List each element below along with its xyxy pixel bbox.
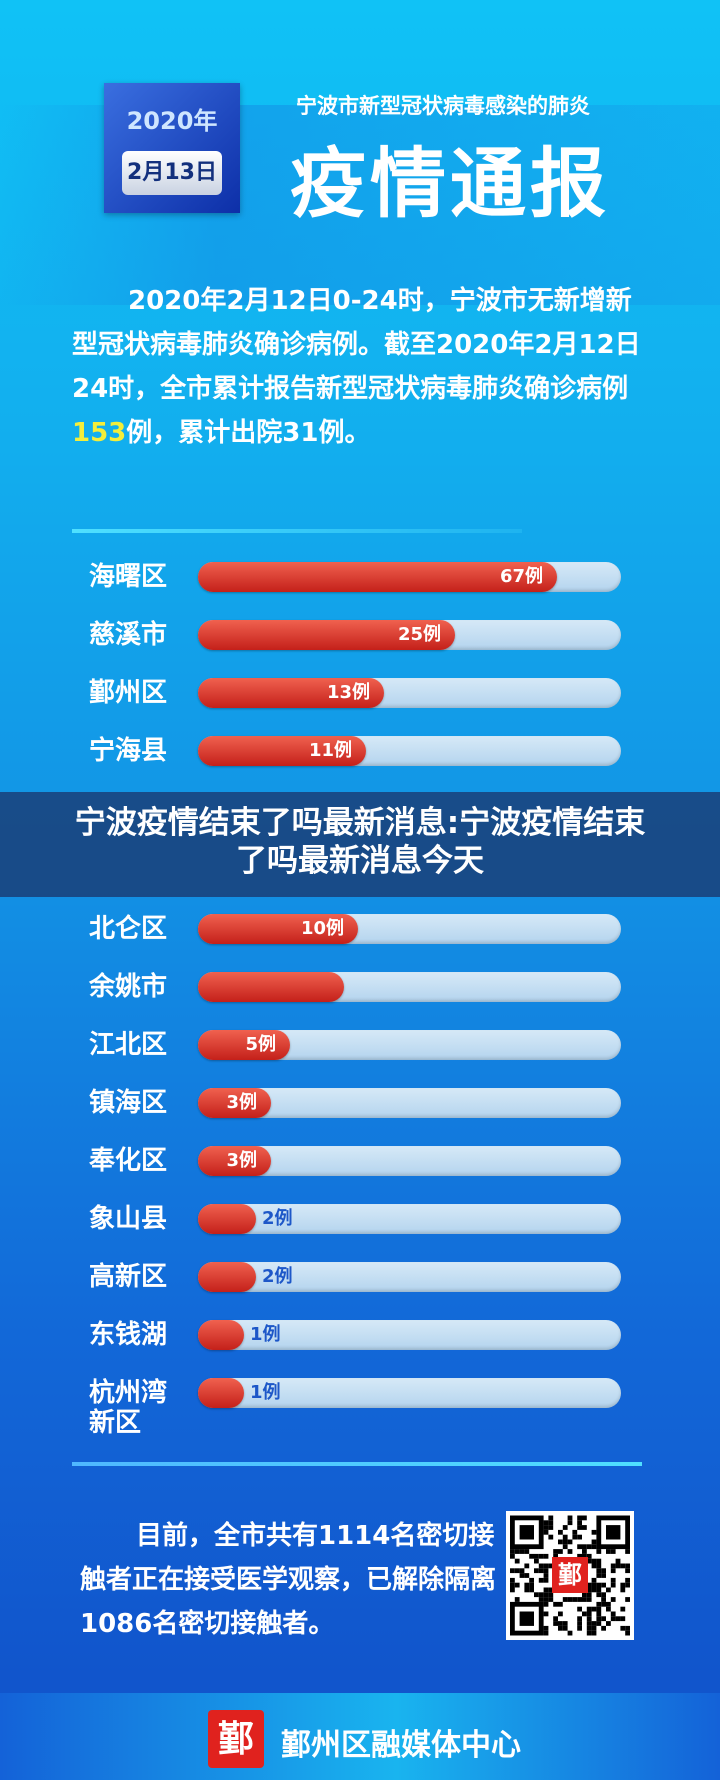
bar-value: 1例 [250,1382,281,1403]
org-name: 鄞州区融媒体中心 [281,1728,521,1763]
bar-value: 2例 [262,1208,293,1229]
page-title: 疫情通报 [290,139,610,228]
district-name: 奉化区 [89,1146,168,1176]
headline-overlay: 宁波疫情结束了吗最新消息:宁波疫情结束了吗最新消息今天 [0,792,720,897]
headline: 宁波疫情结束了吗最新消息:宁波疫情结束了吗最新消息今天 [74,805,646,879]
district-row: 镇海区 3例 [0,1088,720,1128]
bar-track: 13例 [198,678,621,708]
district-name: 高新区 [89,1262,168,1292]
bar-fill [198,1378,244,1408]
bar-fill [198,1262,256,1292]
district-name: 镇海区 [89,1088,168,1118]
bar-fill [198,620,455,650]
bar-value: 67例 [499,566,543,587]
bar-fill [198,1320,244,1350]
district-row: 高新区 2例 [0,1262,720,1302]
bar-track: 2例 [198,1204,621,1234]
district-row: 宁海县 11例 [0,736,720,776]
bar-track: 67例 [198,562,621,592]
bar-fill [198,1030,290,1060]
bar-fill [198,972,345,1002]
district-row: 象山县 2例 [0,1204,720,1244]
district-name: 象山县 [89,1204,168,1234]
district-row: 余姚市 [0,972,720,1012]
bar-track [198,972,621,1002]
district-name: 海曙区 [89,562,168,592]
contacts-paragraph: 目前，全市共有1114名密切接触者正在接受医学观察，已解除隔离1086名密切接触… [80,1521,497,1639]
bar-fill [198,736,366,766]
bar-value: 2例 [262,1266,293,1287]
district-name: 北仑区 [89,914,168,944]
bar-value: 13例 [326,682,370,703]
district-row: 鄞州区 13例 [0,678,720,718]
bar-value: 3例 [226,1150,257,1171]
district-name: 宁海县 [89,736,168,766]
bar-value: 1例 [250,1324,281,1345]
bar-fill [198,1204,256,1234]
district-row: 江北区 5例 [0,1030,720,1070]
subtitle: 宁波市新型冠状病毒感染的肺炎 [296,94,590,118]
date: 2月13日 [122,151,222,195]
bar-value: 11例 [308,740,352,761]
bar-track: 25例 [198,620,621,650]
summary-paragraph: 2020年2月12日0-24时，宁波市无新增新型冠状病毒肺炎确诊病例。截至202… [72,279,652,455]
summary-text: 2020年2月12日0-24时，宁波市无新增新型冠状病毒肺炎确诊病例。截至202… [72,286,641,404]
qr-pattern [509,1515,630,1636]
bar-track: 2例 [198,1262,621,1292]
district-name: 慈溪市 [89,620,168,650]
qr-code[interactable]: 鄞 [506,1511,634,1640]
bar-fill [198,1146,271,1176]
bar-track: 3例 [198,1146,621,1176]
bar-fill [198,678,384,708]
district-row: 慈溪市 25例 [0,620,720,660]
district-row: 北仑区 10例 [0,914,720,954]
footer: 鄞 鄞州区融媒体中心 [0,1693,720,1780]
district-name: 东钱湖 [89,1320,168,1350]
summary-text-end: 例，累计出院31例。 [126,418,371,448]
bar-fill [198,562,557,592]
qr-logo: 鄞 [552,1557,588,1593]
district-name: 余姚市 [89,972,168,1002]
district-name: 鄞州区 [89,678,168,708]
bar-value: 5例 [245,1034,276,1055]
bar-track: 11例 [198,736,621,766]
district-row: 东钱湖 1例 [0,1320,720,1360]
bar-fill [198,914,358,944]
date-badge: 2020年 2月13日 [104,83,240,213]
divider [72,529,522,533]
bar-value: 25例 [397,624,441,645]
bar-track: 1例 [198,1378,621,1408]
media-logo: 鄞 [208,1710,264,1768]
district-row: 奉化区 3例 [0,1146,720,1186]
bar-track: 5例 [198,1030,621,1060]
bar-value: 10例 [300,918,344,939]
divider [72,1462,642,1466]
district-name: 杭州湾新区 [89,1378,168,1438]
district-row: 海曙区 67例 [0,562,720,602]
bar-track: 1例 [198,1320,621,1350]
total-cases: 153 [72,418,127,448]
year: 2020年 [126,107,218,135]
bar-fill [198,1088,271,1118]
bar-track: 10例 [198,914,621,944]
district-name: 江北区 [89,1030,168,1060]
district-row: 杭州湾新区 1例 [0,1378,720,1438]
bar-track: 3例 [198,1088,621,1118]
bar-value: 3例 [226,1092,257,1113]
